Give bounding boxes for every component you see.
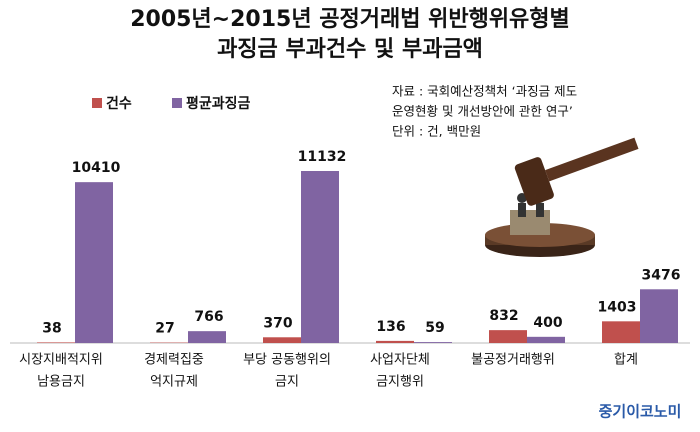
data-label: 766 — [194, 309, 223, 325]
data-label: 136 — [376, 319, 405, 335]
legend-swatch — [172, 98, 182, 108]
bar — [75, 182, 113, 343]
gavel-illustration — [485, 137, 639, 257]
data-label: 10410 — [72, 160, 121, 176]
data-label: 1403 — [598, 299, 637, 315]
source-note: 자료 : 국회예산정책처 ‘과징금 제도 — [392, 84, 577, 99]
bar — [414, 342, 452, 343]
bar — [640, 289, 678, 343]
data-label: 59 — [425, 320, 444, 336]
x-tick-label: 금지 — [275, 375, 299, 390]
bar — [602, 321, 640, 343]
x-tick-label: 억지규제 — [150, 375, 198, 390]
chart-title: 2005년~2015년 공정거래법 위반행위유형별 — [130, 7, 570, 32]
data-label: 832 — [489, 308, 518, 324]
x-tick-label: 경제력집중 — [144, 353, 204, 368]
data-label: 11132 — [298, 149, 347, 165]
data-label: 3476 — [642, 267, 681, 283]
x-tick-label: 불공정거래행위 — [471, 352, 555, 368]
x-tick-label: 남용금지 — [37, 375, 85, 390]
x-tick-label: 합계 — [614, 353, 638, 368]
bar — [301, 171, 339, 343]
legend-swatch — [92, 98, 102, 108]
x-tick-label: 시장지배적지위 — [19, 353, 103, 368]
data-label: 400 — [533, 315, 562, 331]
data-label: 370 — [263, 315, 292, 331]
source-note: 단위 : 건, 백만원 — [392, 124, 481, 139]
x-tick-label: 부당 공동행위의 — [243, 352, 331, 368]
chart-title: 과징금 부과건수 및 부과금액 — [217, 37, 483, 62]
bar — [37, 342, 75, 343]
bar — [263, 337, 301, 343]
x-tick-label: 사업자단체 — [370, 353, 430, 368]
bar — [188, 331, 226, 343]
bar — [527, 336, 565, 343]
data-label: 38 — [42, 320, 61, 336]
legend-label: 건수 — [106, 95, 132, 112]
data-label: 27 — [155, 321, 174, 337]
legend-label: 평균과징금 — [186, 95, 251, 112]
bar — [376, 340, 414, 343]
bar — [489, 330, 527, 343]
x-tick-label: 금지행위 — [376, 374, 424, 390]
source-note: 운영현황 및 개선방안에 관한 연구’ — [392, 104, 573, 119]
watermark: 중기이코노미 — [599, 403, 682, 421]
